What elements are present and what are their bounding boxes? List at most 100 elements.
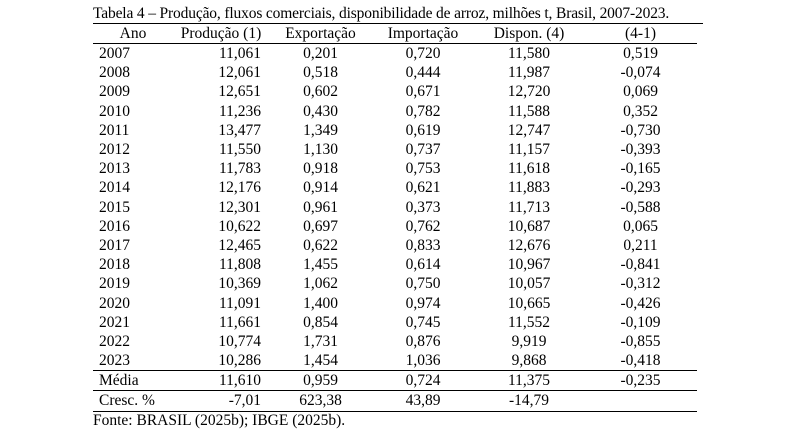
cell: 1,349 [303,121,338,139]
cell: 0,697 [303,217,338,235]
table-row: 2018 11,808 1,455 0,614 10,967 -0,841 [93,255,697,274]
cell: 1,062 [303,275,338,293]
cell: -0,588 [620,198,661,216]
table-row: 2010 11,236 0,430 0,782 11,588 0,352 [93,102,697,121]
cell: 10,622 [218,217,261,235]
cell: 11,808 [218,256,261,274]
source-note: Fonte: BRASIL (2025b); IBGE (2025b). [93,411,346,429]
table-row: 2012 11,550 1,130 0,737 11,157 -0,393 [93,140,697,159]
cell: -7,01 [228,392,261,410]
cell: 11,588 [507,102,551,120]
year-cell: 2011 [99,121,130,139]
cell: 10,369 [218,275,261,293]
cell: 0,745 [405,313,441,331]
cell: 11,580 [507,45,551,63]
cell: -0,426 [620,294,661,312]
table-row: 2023 10,286 1,454 1,036 9,868 -0,418 [93,351,697,371]
cell: 12,676 [507,236,551,254]
cell: 9,868 [511,352,547,370]
cell: -0,074 [620,64,661,82]
cell: 11,236 [218,102,261,120]
cell: -0,841 [620,256,661,274]
cell: 12,747 [507,121,551,139]
table-row: 2021 11,661 0,854 0,745 11,552 -0,109 [93,313,697,332]
cell: 0,619 [405,121,441,139]
table-row: 2017 12,465 0,622 0,833 12,676 0,211 [93,236,697,255]
cell: 11,661 [218,313,261,331]
cell: 12,651 [218,83,261,101]
cell: 623,38 [299,392,342,410]
growth-row: Cresc. % -7,01 623,38 43,89 -14,79 [93,391,697,412]
cell: 12,061 [218,64,261,82]
year-cell: 2019 [99,275,130,293]
cell: -14,79 [508,392,550,410]
cell: -0,165 [620,160,661,178]
cell: 0,959 [303,372,338,390]
cell: 0,854 [303,313,338,331]
header-row: Ano Produção (1) Exportação Importação D… [93,24,697,44]
cell: 12,720 [507,83,551,101]
table-title: Tabela 4 – Produção, fluxos comerciais, … [93,4,703,24]
cell: 0,614 [405,256,441,274]
table-row: 2009 12,651 0,602 0,671 12,720 0,069 [93,82,697,101]
cell: -0,109 [620,313,661,331]
table-row: 2013 11,783 0,918 0,753 11,618 -0,165 [93,159,697,178]
cell: -0,293 [620,179,661,197]
cell: 11,157 [507,141,551,159]
header-export: Exportação [285,25,356,42]
cell: 0,876 [405,332,441,350]
cell: 0,833 [405,236,441,254]
cell: 0,352 [623,102,658,120]
year-cell: 2017 [99,236,130,254]
cell: 9,919 [511,332,547,350]
cell: -0,312 [620,275,661,293]
growth-label: Cresc. % [99,392,155,410]
table-row: 2008 12,061 0,518 0,444 11,987 -0,074 [93,63,697,82]
cell: -0,855 [620,332,661,350]
table-row: 2011 13,477 1,349 0,619 12,747 -0,730 [93,121,697,140]
table-body: 2007 11,061 0,201 0,720 11,580 0,519 2008 12,06… [93,44,697,371]
cell: 1,400 [303,294,338,312]
cell: 10,774 [218,332,261,350]
table-row: 2020 11,091 1,400 0,974 10,665 -0,426 [93,293,697,312]
cell: 1,731 [303,332,338,350]
table-row: 2007 11,061 0,201 0,720 11,580 0,519 [93,44,697,64]
average-row: Média 11,610 0,959 0,724 11,375 -0,235 [93,370,697,391]
cell: 10,665 [507,294,551,312]
cell: 0,753 [405,160,441,178]
table-row: 2015 12,301 0,961 0,373 11,713 -0,588 [93,198,697,217]
cell: 0,518 [303,64,338,82]
cell: 0,211 [623,236,658,254]
header-import: Importação [387,25,459,42]
cell: -0,393 [620,141,661,159]
cell: 11,550 [218,141,261,159]
cell: 0,671 [405,83,441,101]
cell: 0,444 [405,64,441,82]
cell: 13,477 [218,121,261,139]
cell: 12,465 [218,236,261,254]
cell: 1,036 [405,352,441,370]
cell: 0,974 [405,294,441,312]
rice-data-table: Ano Produção (1) Exportação Importação D… [93,24,697,412]
cell: 11,783 [218,160,261,178]
cell: 0,720 [405,45,441,63]
cell: 0,622 [303,236,338,254]
year-cell: 2013 [99,160,130,178]
cell: 0,782 [405,102,441,120]
year-cell: 2018 [99,256,130,274]
cell: 0,065 [623,217,658,235]
cell: 0,373 [405,198,441,216]
year-cell: 2023 [99,352,130,370]
table-row: 2014 12,176 0,914 0,621 11,883 -0,293 [93,178,697,197]
table-container: Tabela 4 – Produção, fluxos comerciais, … [93,4,703,430]
cell: 0,621 [405,179,441,197]
year-cell: 2015 [99,198,130,216]
year-cell: 2016 [99,217,130,235]
cell: 1,130 [303,141,338,159]
year-cell: 2014 [99,179,130,197]
cell: 10,286 [218,352,261,370]
cell: -0,235 [620,372,661,390]
cell: 11,618 [507,160,551,178]
cell: 12,176 [218,179,261,197]
cell: 0,914 [303,179,338,197]
